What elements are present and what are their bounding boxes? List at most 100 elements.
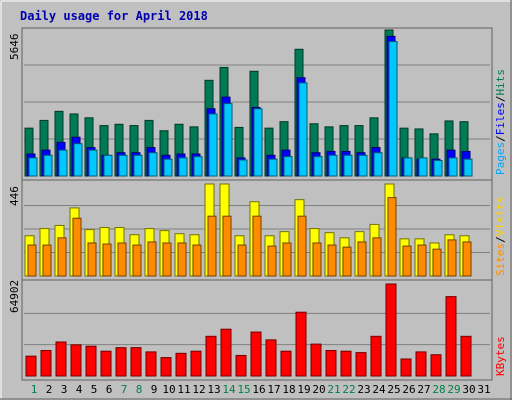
day-label-24: 24 <box>372 383 386 396</box>
day-label-6: 6 <box>106 383 113 396</box>
bar-sites-day-29 <box>447 239 457 277</box>
legend-mid: Sites/Visits <box>494 197 507 277</box>
bar-pages-day-4 <box>73 143 83 177</box>
bar-kbytes-day-25 <box>385 283 397 377</box>
bar-kbytes-day-11 <box>175 352 187 377</box>
bar-sites-day-6 <box>102 243 112 277</box>
legend-hits: Hits <box>494 69 507 96</box>
bar-pages-day-2 <box>43 154 53 177</box>
bar-sites-day-27 <box>417 244 427 277</box>
bar-pages-day-16 <box>253 108 263 177</box>
day-label-29: 29 <box>447 383 460 396</box>
bar-sites-day-22 <box>342 246 352 277</box>
day-label-22: 22 <box>342 383 355 396</box>
bar-pages-day-19 <box>298 82 308 177</box>
bar-sites-day-28 <box>432 248 442 277</box>
bar-kbytes-day-10 <box>160 357 172 377</box>
bar-pages-day-21 <box>328 154 338 177</box>
legend-sep-1: / <box>494 135 507 142</box>
bar-sites-day-13 <box>207 215 217 277</box>
bar-kbytes-day-6 <box>100 350 112 377</box>
bar-kbytes-day-13 <box>205 335 217 377</box>
day-label-28: 28 <box>432 383 445 396</box>
bar-kbytes-day-21 <box>325 349 337 377</box>
bar-kbytes-day-20 <box>310 343 322 377</box>
bar-pages-day-23 <box>358 154 368 177</box>
top-max-label: 5646 <box>8 34 21 61</box>
bar-kbytes-day-30 <box>460 335 472 377</box>
bar-kbytes-day-5 <box>85 345 97 377</box>
day-label-23: 23 <box>357 383 370 396</box>
bar-kbytes-day-16 <box>250 331 262 377</box>
day-label-8: 8 <box>136 383 143 396</box>
day-label-16: 16 <box>252 383 265 396</box>
bar-pages-day-26 <box>403 157 413 177</box>
bar-pages-day-22 <box>343 154 353 177</box>
legend-top: Pages/Files/Hits <box>494 69 507 175</box>
bar-sites-day-9 <box>147 241 157 277</box>
bar-sites-day-4 <box>72 217 82 277</box>
bar-kbytes-day-27 <box>415 351 427 377</box>
bar-pages-day-13 <box>208 113 218 177</box>
day-label-7: 7 <box>121 383 128 396</box>
bar-pages-day-28 <box>433 159 443 177</box>
bar-sites-day-24 <box>372 237 382 277</box>
day-label-13: 13 <box>207 383 220 396</box>
bars <box>24 29 473 377</box>
legend-visits: Visits <box>494 197 507 237</box>
bar-sites-day-15 <box>237 244 247 277</box>
bar-kbytes-day-2 <box>40 349 52 377</box>
bar-kbytes-day-18 <box>280 350 292 377</box>
bar-kbytes-day-19 <box>295 311 307 377</box>
day-label-21: 21 <box>327 383 340 396</box>
bar-kbytes-day-15 <box>235 354 247 377</box>
bar-kbytes-day-23 <box>355 352 367 377</box>
legend-files: Files <box>494 102 507 135</box>
bar-kbytes-day-4 <box>70 344 82 377</box>
bar-pages-day-7 <box>118 154 128 177</box>
day-label-17: 17 <box>267 383 280 396</box>
day-label-14: 14 <box>222 383 236 396</box>
bar-kbytes-day-29 <box>445 296 457 377</box>
legend-sep-3: / <box>494 236 507 243</box>
bar-sites-day-30 <box>462 241 472 277</box>
day-label-5: 5 <box>91 383 98 396</box>
bar-kbytes-day-3 <box>55 341 67 377</box>
bar-sites-day-8 <box>132 244 142 277</box>
bar-pages-day-27 <box>418 157 428 177</box>
day-label-19: 19 <box>297 383 310 396</box>
bar-sites-day-1 <box>27 244 37 277</box>
bar-kbytes-day-22 <box>340 350 352 377</box>
legend-kbytes: KBytes <box>494 336 507 376</box>
bar-sites-day-11 <box>177 242 187 277</box>
day-label-3: 3 <box>61 383 68 396</box>
bar-sites-day-19 <box>297 215 307 277</box>
bar-pages-day-8 <box>133 154 143 177</box>
bar-sites-day-10 <box>162 242 172 277</box>
legend-sites: Sites <box>494 243 507 276</box>
bar-pages-day-9 <box>148 152 158 177</box>
day-label-30: 30 <box>462 383 475 396</box>
bar-kbytes-day-9 <box>145 351 157 377</box>
bar-sites-day-2 <box>42 244 52 277</box>
day-label-26: 26 <box>402 383 415 396</box>
mid-max-label: 446 <box>8 186 21 206</box>
day-label-12: 12 <box>192 383 205 396</box>
bar-kbytes-day-24 <box>370 335 382 377</box>
bar-pages-day-5 <box>88 149 98 177</box>
bar-pages-day-14 <box>223 103 233 177</box>
day-label-15: 15 <box>237 383 250 396</box>
chart-title: Daily usage for April 2018 <box>20 9 208 23</box>
bar-kbytes-day-17 <box>265 339 277 377</box>
day-label-11: 11 <box>177 383 190 396</box>
bot-max-label: 64902 <box>8 280 21 313</box>
day-label-4: 4 <box>76 383 83 396</box>
day-label-10: 10 <box>162 383 175 396</box>
bar-sites-day-16 <box>252 215 262 277</box>
bar-pages-day-12 <box>193 156 203 177</box>
bar-kbytes-day-1 <box>25 355 37 377</box>
legend-pages: Pages <box>494 142 507 175</box>
bar-sites-day-5 <box>87 242 97 277</box>
day-label-25: 25 <box>387 383 400 396</box>
